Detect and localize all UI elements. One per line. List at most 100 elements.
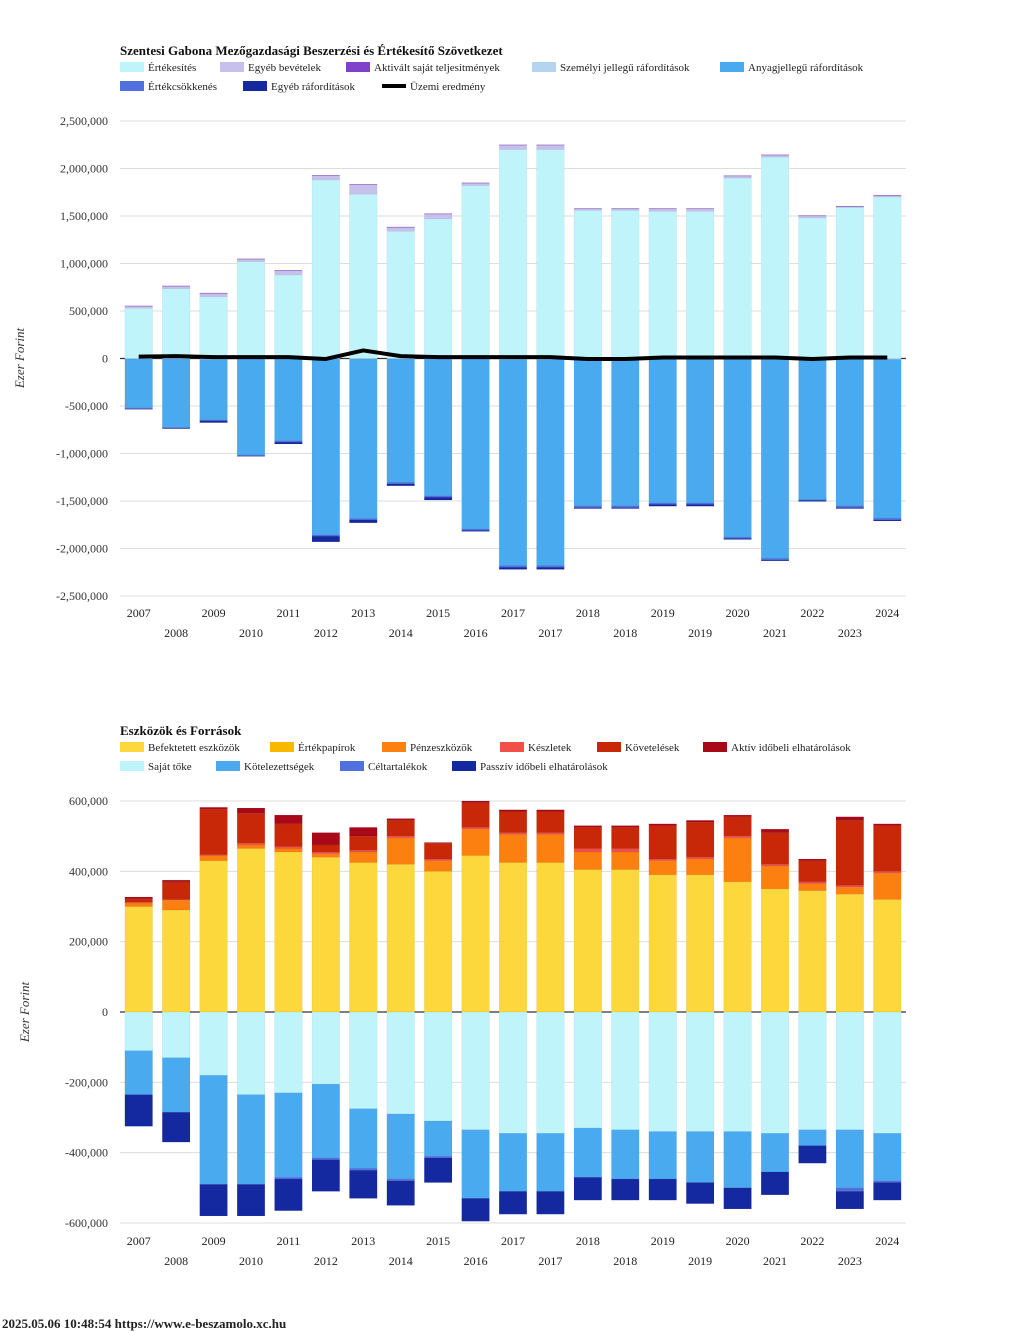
bar-segment bbox=[835, 1011, 864, 1131]
bar-segment bbox=[311, 1159, 340, 1192]
legend-swatch bbox=[120, 742, 144, 752]
bar-segment bbox=[686, 874, 715, 1013]
bar-segment bbox=[798, 215, 827, 219]
bar-segment bbox=[686, 211, 715, 359]
bar-segment bbox=[536, 834, 565, 863]
bar-segment bbox=[498, 1011, 528, 1134]
bar-segment bbox=[648, 1011, 677, 1132]
bar-segment bbox=[873, 359, 902, 519]
bar-segment bbox=[199, 296, 228, 359]
bar-segment bbox=[723, 359, 752, 538]
bar-segment bbox=[573, 1011, 602, 1129]
y-tick-label: -400,000 bbox=[65, 1146, 108, 1160]
bar-segment bbox=[424, 1157, 453, 1183]
bar-segment bbox=[686, 1131, 715, 1183]
bar-segment bbox=[498, 832, 528, 835]
legend-swatch bbox=[532, 62, 556, 72]
bar-segment bbox=[199, 293, 228, 297]
legend-label: Saját tőke bbox=[148, 761, 192, 773]
bar-segment bbox=[760, 888, 790, 1013]
bar-segment bbox=[461, 1129, 490, 1199]
bar-segment bbox=[274, 1092, 303, 1178]
bar-segment bbox=[648, 211, 677, 359]
y-tick-label: 1,500,000 bbox=[60, 209, 108, 223]
bar-segment bbox=[648, 1178, 677, 1201]
bar-segment bbox=[873, 871, 902, 874]
legend-label: Egyéb bevételek bbox=[248, 62, 321, 74]
bar-segment bbox=[723, 814, 752, 818]
bar-segment bbox=[648, 502, 677, 505]
bar-segment bbox=[274, 848, 303, 853]
bar-segment bbox=[162, 358, 191, 428]
legend-label: Pénzeszközök bbox=[410, 742, 473, 754]
bar-segment bbox=[498, 811, 528, 833]
legend-swatch bbox=[270, 742, 294, 752]
bar-segment bbox=[386, 227, 415, 232]
series-line-uzemi-eredmeny bbox=[138, 348, 888, 361]
x-tick-label: 2013 bbox=[351, 1234, 375, 1248]
x-tick-label: 2019 bbox=[651, 606, 675, 620]
bar-segment bbox=[536, 1011, 565, 1134]
y-tick-label: 0 bbox=[102, 1005, 108, 1019]
bar-segment bbox=[461, 358, 490, 530]
bar-segment bbox=[124, 902, 153, 904]
bar-segment bbox=[124, 896, 153, 900]
bar-segment bbox=[573, 851, 602, 870]
bar-segment bbox=[873, 825, 902, 872]
legend-swatch bbox=[382, 84, 406, 88]
bar-segment bbox=[873, 899, 902, 1013]
bar-segment bbox=[311, 832, 340, 846]
bar-segment bbox=[611, 1178, 640, 1201]
bar-segment bbox=[648, 823, 677, 826]
bar-segment bbox=[611, 1129, 640, 1180]
bar-segment bbox=[611, 869, 640, 1013]
legend-label: Aktív időbeli elhatárolások bbox=[731, 742, 851, 754]
y-tick-label: 200,000 bbox=[69, 935, 108, 949]
legend-label: Követelések bbox=[625, 742, 680, 754]
y-axis-label: Ezer Forint bbox=[17, 981, 32, 1043]
bar-segment bbox=[424, 495, 453, 498]
bar-segment bbox=[311, 175, 340, 181]
x-tick-label: 2011 bbox=[277, 606, 301, 620]
bar-segment bbox=[236, 1094, 266, 1185]
bar-segment bbox=[349, 849, 378, 853]
bar-segment bbox=[386, 1011, 415, 1115]
bar-segment bbox=[461, 1011, 490, 1131]
bar-segment bbox=[536, 811, 565, 833]
x-tick-label: 2018 bbox=[613, 1254, 637, 1268]
bar-segment bbox=[124, 307, 153, 359]
x-tick-label: 2016 bbox=[464, 1254, 488, 1268]
bar-segment bbox=[274, 851, 303, 1013]
footer: 2025.05.06 10:48:54 https://www.e-beszam… bbox=[2, 1316, 286, 1332]
bar-segment bbox=[162, 1057, 191, 1113]
bar-segment bbox=[611, 359, 640, 507]
bar-segment bbox=[199, 808, 228, 856]
bar-segment bbox=[274, 823, 303, 847]
bar-segment bbox=[873, 1133, 902, 1182]
legend-label: Kötelezettségek bbox=[244, 761, 315, 773]
bar-segment bbox=[686, 857, 715, 860]
legend-swatch bbox=[120, 62, 144, 72]
bar-segment bbox=[723, 536, 752, 539]
bar-segment bbox=[311, 179, 340, 359]
legend-label: Aktivált saját teljesítmények bbox=[374, 62, 500, 74]
bar-segment bbox=[573, 1127, 602, 1178]
y-tick-label: -200,000 bbox=[65, 1075, 108, 1089]
bar-segment bbox=[386, 230, 415, 359]
bar-segment bbox=[873, 1182, 902, 1201]
bar-segment bbox=[199, 359, 228, 421]
legend-swatch bbox=[703, 742, 727, 752]
bar-segment bbox=[835, 893, 864, 1013]
bar-segment bbox=[536, 149, 565, 359]
bar-segment bbox=[798, 217, 827, 359]
bar-segment bbox=[835, 1187, 864, 1192]
bar-segment bbox=[274, 270, 303, 276]
bar-segment bbox=[386, 837, 415, 865]
bar-segment bbox=[573, 869, 602, 1013]
bar-segment bbox=[873, 196, 902, 359]
bar-segment bbox=[686, 504, 715, 507]
footer-timestamp: 2025.05.06 10:48:54 bbox=[2, 1316, 112, 1331]
bar-segment bbox=[162, 1011, 191, 1058]
x-tick-label: 2007 bbox=[127, 1234, 151, 1248]
footer-url[interactable]: https://www.e-beszamolo.xc.hu bbox=[114, 1316, 287, 1331]
